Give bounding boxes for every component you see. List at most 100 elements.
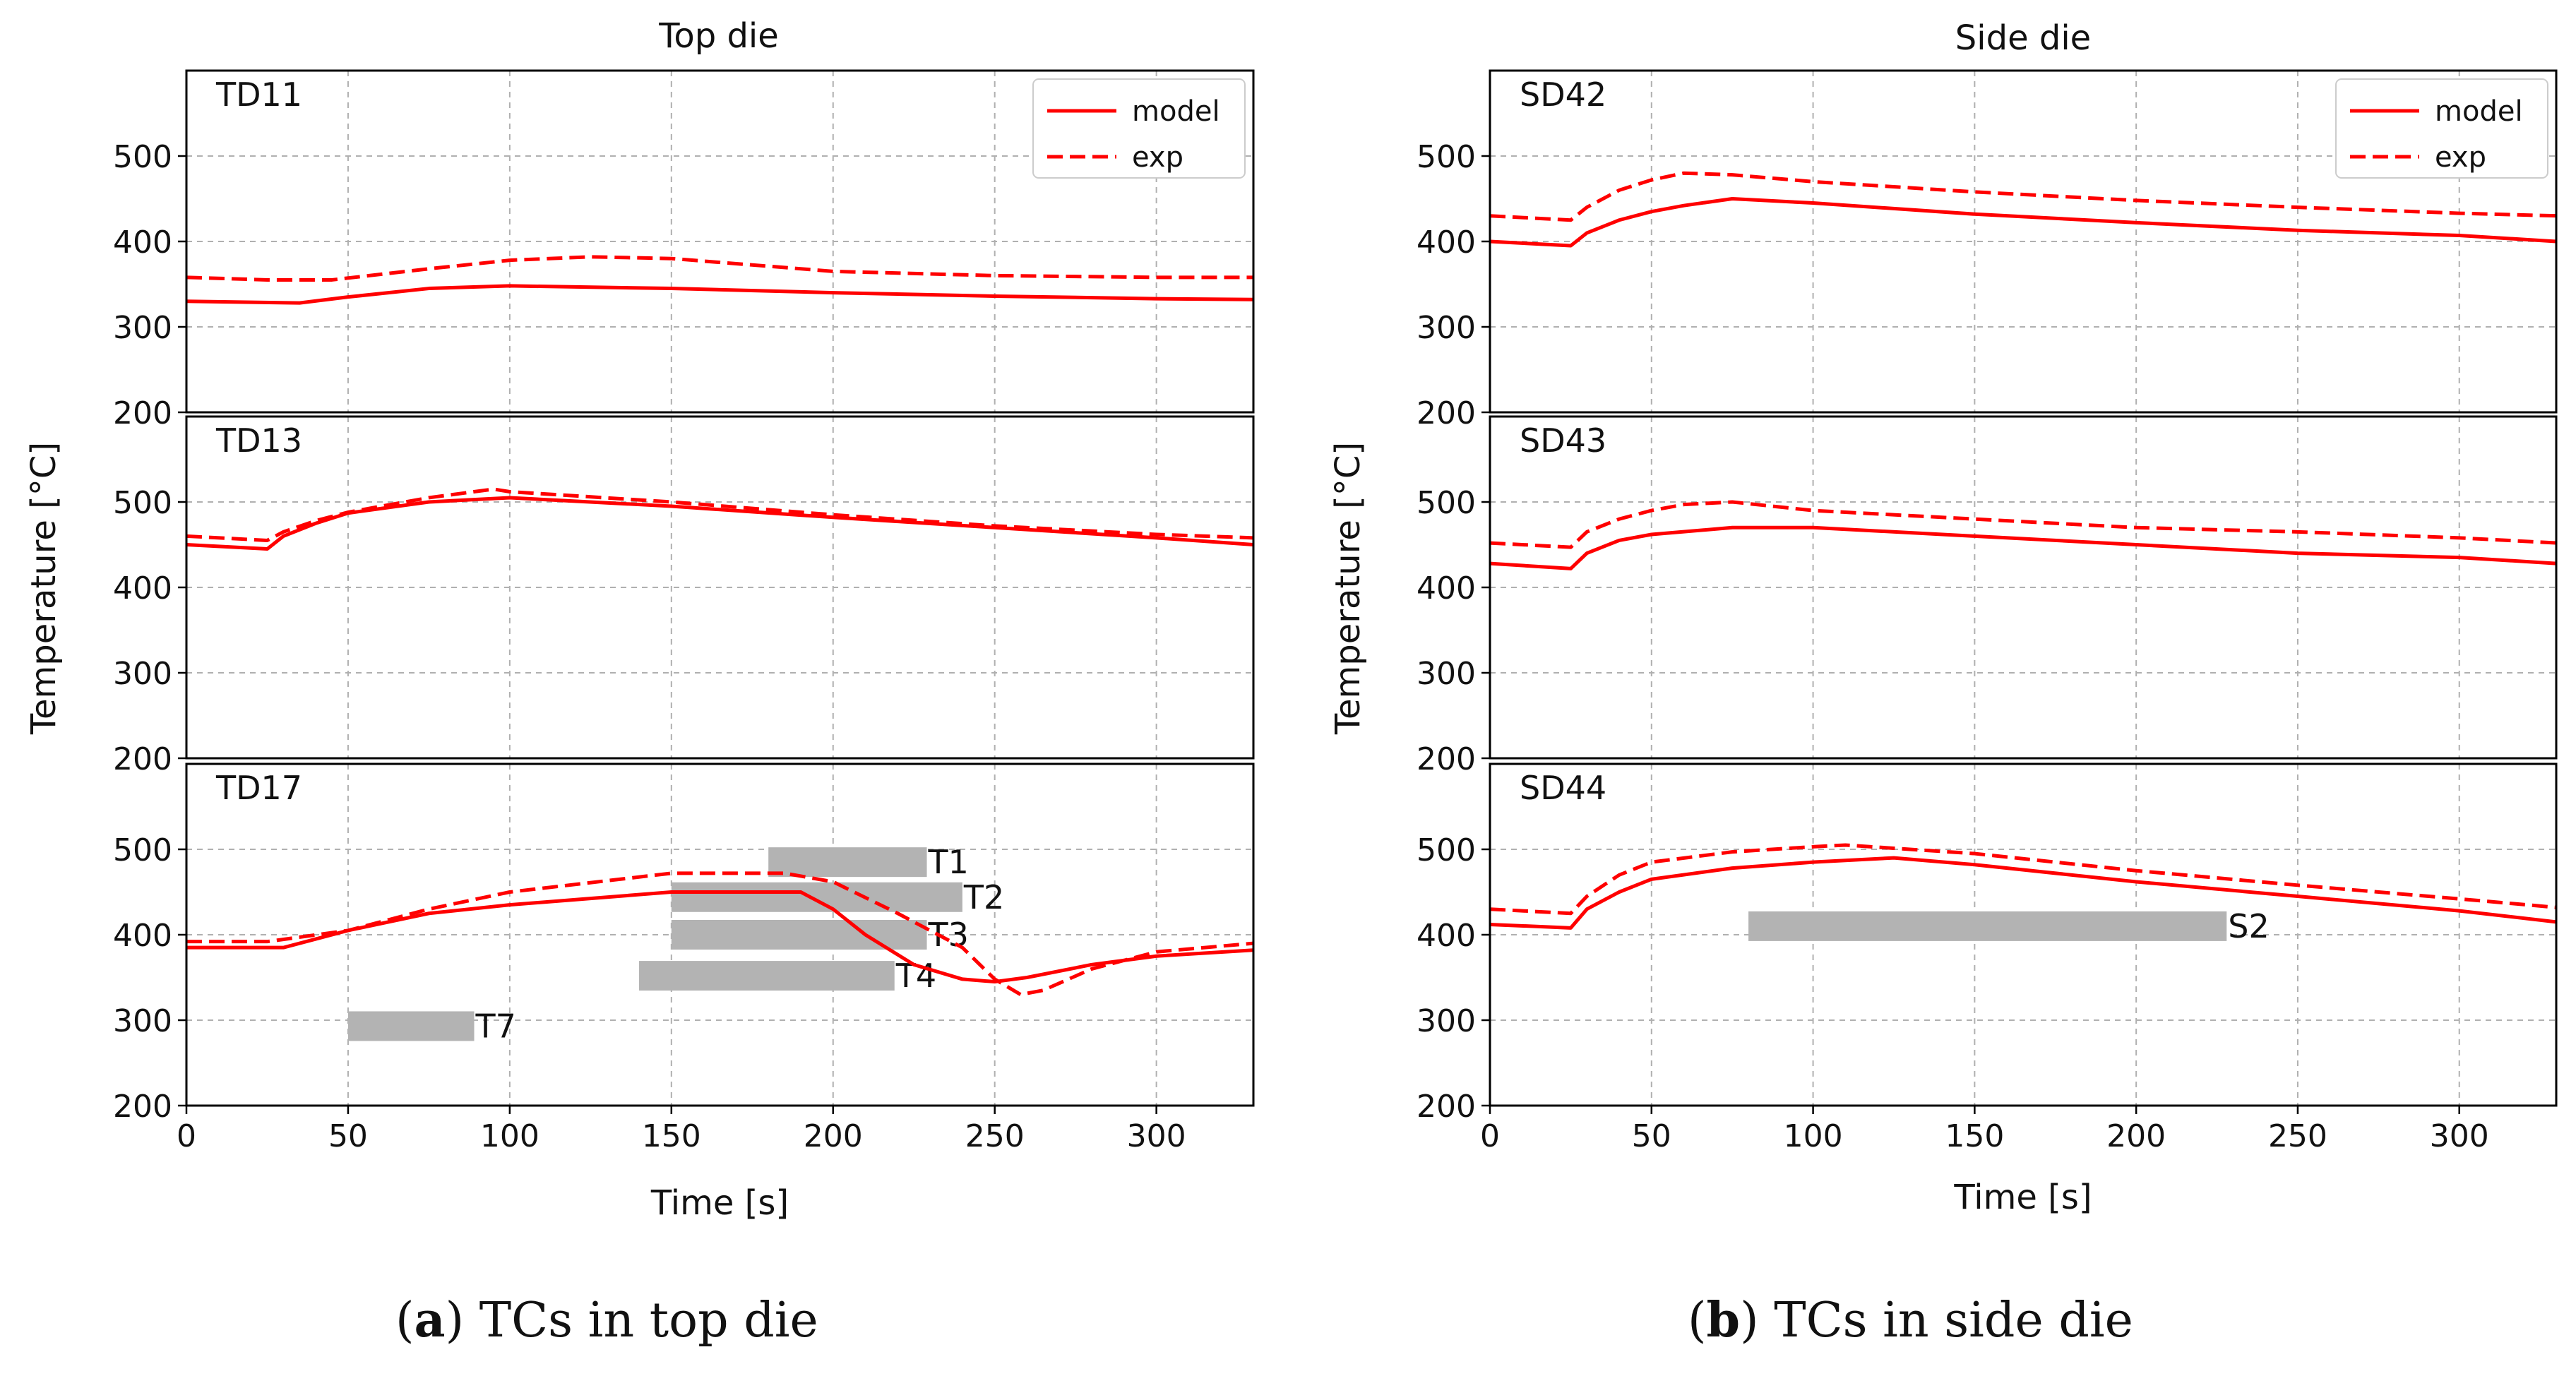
legend-box: [2335, 78, 2548, 179]
y-tick-label: 400: [113, 918, 172, 954]
y-tick-label: 300: [113, 310, 172, 346]
x-tick-label: 100: [480, 1118, 539, 1154]
x-tick-label: 0: [177, 1118, 196, 1154]
y-tick-label: 400: [113, 570, 172, 606]
panel-label: TD13: [215, 421, 302, 460]
y-tick-label: 200: [113, 741, 172, 777]
y-tick-label: 300: [113, 656, 172, 692]
series-line-model: [186, 496, 1253, 551]
y-axis-label: Temperature [°C]: [24, 442, 64, 735]
panel-sd43: 200 300 400 500 SD43: [1417, 415, 2558, 777]
panel-frame: [1489, 415, 2558, 760]
panel-frame: [1489, 762, 2558, 1107]
series-group: [186, 871, 1253, 997]
panel-label: SD44: [1520, 769, 1606, 807]
panel-label: TD11: [215, 76, 302, 114]
series-line-exp: [1490, 500, 2556, 549]
x-tick-label: 100: [1784, 1118, 1843, 1154]
panel-label: TD17: [215, 769, 302, 807]
series-line-model: [186, 284, 1253, 305]
chart-title: Top die: [658, 16, 779, 56]
y-tick-label: 300: [113, 1003, 172, 1039]
legend: model exp: [1032, 78, 1246, 179]
panel-frame: [185, 415, 1255, 760]
legend-label-model: model: [1132, 95, 1220, 128]
series-group: [186, 255, 1253, 305]
bar-t7: [347, 1011, 475, 1041]
x-tick-label: 200: [2106, 1118, 2166, 1154]
x-tick-label: 150: [1945, 1118, 2004, 1154]
series-line-exp: [1490, 843, 2556, 916]
panel-frame: [185, 762, 1255, 1107]
bar-label-t4: T4: [895, 957, 936, 995]
bar-t1: [768, 847, 927, 878]
bar-t2: [671, 882, 962, 912]
panel-label: SD42: [1520, 76, 1606, 114]
y-tick-label: 200: [1417, 1089, 1476, 1125]
y-axis-label: Temperature [°C]: [1328, 442, 1368, 735]
series-line-model: [1490, 525, 2556, 570]
chart-title: Side die: [1955, 18, 2091, 58]
x-tick-label: 150: [642, 1118, 701, 1154]
series-group: [186, 487, 1253, 551]
caption-right-text: TCs in side die: [1774, 1293, 2133, 1348]
x-axis-label: Time [s]: [650, 1183, 789, 1223]
panel-td11: 200 300 400 500 TD11 model exp: [113, 69, 1255, 431]
caption-left-text: TCs in top die: [479, 1293, 818, 1348]
y-tick-label: 400: [1417, 570, 1476, 606]
y-tick-label: 500: [113, 485, 172, 521]
legend-label-exp: exp: [2435, 141, 2486, 174]
x-axis-label: Time [s]: [1953, 1178, 2092, 1217]
legend: model exp: [2335, 78, 2548, 179]
caption-right-letter: b: [1706, 1292, 1741, 1348]
series-group: [1490, 843, 2556, 930]
caption-left: (a) TCs in top die: [395, 1292, 818, 1348]
panel-label: SD43: [1520, 421, 1606, 460]
y-tick-label: 300: [1417, 1003, 1476, 1039]
x-tick-label: 0: [1480, 1118, 1500, 1154]
bar-s2: [1748, 911, 2227, 941]
y-tick-label: 500: [1417, 485, 1476, 521]
panel-td13: 200 300 400 500 TD13: [113, 415, 1255, 777]
caption-left-letter: a: [414, 1292, 446, 1348]
x-tick-label: 50: [328, 1118, 368, 1154]
y-tick-label: 300: [1417, 656, 1476, 692]
series-group: [1490, 500, 2556, 570]
y-tick-label: 500: [113, 832, 172, 868]
y-tick-label: 200: [1417, 395, 1476, 431]
series-line-exp: [186, 871, 1253, 997]
panel-sd42: 200 300 400 500 SD42 model exp: [1417, 69, 2558, 431]
panel-frame: [185, 69, 1255, 414]
series-line-model: [1490, 197, 2556, 248]
bar-label-t1: T1: [928, 843, 969, 881]
bar-label-t2: T2: [963, 878, 1004, 916]
panel-sd44: 200 300 400 500 S2 SD44 0 50 100 150 200 250 300: [1417, 762, 2558, 1154]
y-tick-label: 200: [113, 1089, 172, 1125]
y-tick-label: 500: [113, 139, 172, 175]
x-tick-label: 300: [1127, 1118, 1186, 1154]
legend-label-exp: exp: [1132, 141, 1183, 174]
y-tick-label: 400: [113, 225, 172, 261]
bar-t4: [639, 961, 895, 991]
x-tick-label: 200: [804, 1118, 863, 1154]
y-tick-label: 200: [1417, 741, 1476, 777]
y-tick-label: 500: [1417, 832, 1476, 868]
series-line-model: [1490, 856, 2556, 930]
y-tick-label: 200: [113, 395, 172, 431]
legend-box: [1032, 78, 1246, 179]
y-tick-label: 400: [1417, 225, 1476, 261]
x-tick-label: 250: [965, 1118, 1025, 1154]
legend-label-model: model: [2435, 95, 2523, 128]
series-group: [1490, 171, 2556, 248]
series-line-exp: [186, 255, 1253, 282]
y-tick-label: 300: [1417, 310, 1476, 346]
series-line-exp: [186, 487, 1253, 542]
panel-frame: [1489, 69, 2558, 414]
caption-right: (b) TCs in side die: [1688, 1292, 2133, 1348]
x-tick-label: 250: [2268, 1118, 2327, 1154]
y-tick-label: 400: [1417, 918, 1476, 954]
bar-label-t7: T7: [475, 1007, 516, 1045]
